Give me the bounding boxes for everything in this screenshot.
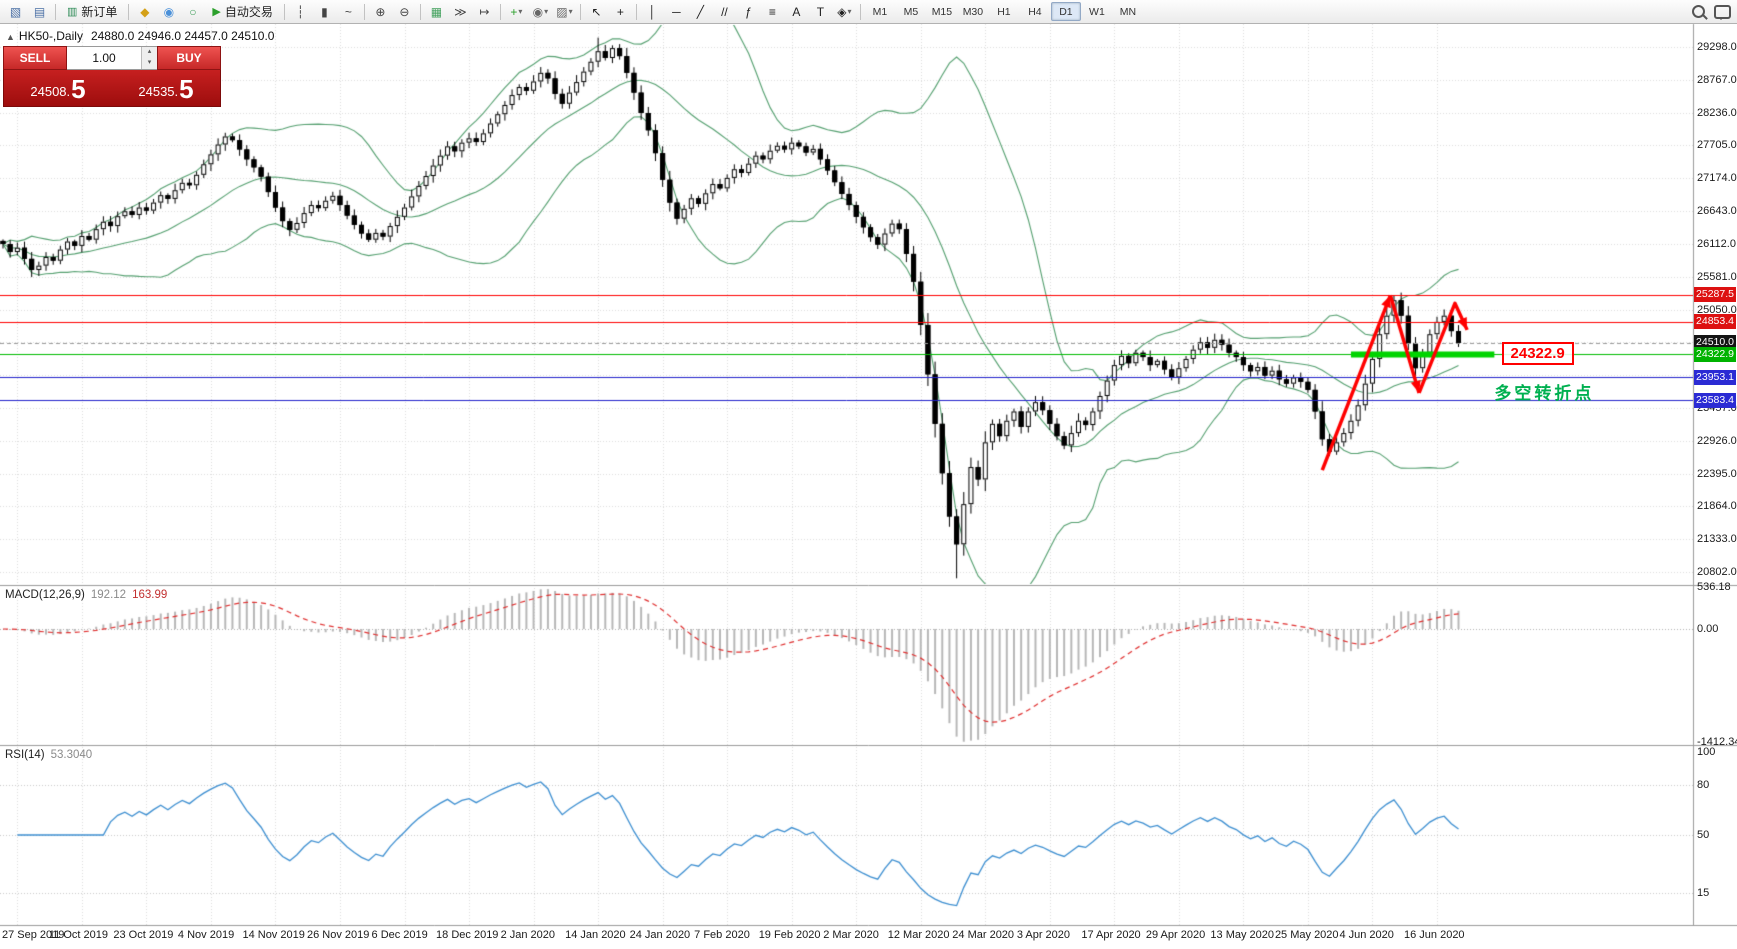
annotation-note-text[interactable]: 多空转折点 (1494, 384, 1595, 404)
new-chart-icon[interactable]: ▧ (9, 4, 22, 19)
volume-up-button[interactable]: ▴ (142, 47, 157, 58)
volume-spinner: ▴ ▾ (141, 47, 157, 69)
periods-icon[interactable]: ◉ ▾ (532, 4, 549, 19)
one-click-trading-panel: SELL 1.00 ▴ ▾ BUY 24508. 5 24535. 5 (3, 46, 221, 107)
data-window-icon[interactable]: ◉ (163, 4, 175, 19)
toolbar-separator (499, 3, 501, 20)
search-icon[interactable] (1688, 2, 1710, 21)
bars-chart-icon[interactable]: ┆ (296, 4, 305, 19)
volume-box: 1.00 ▴ ▾ (67, 46, 157, 70)
shapes-icon[interactable]: ≡ (768, 4, 776, 19)
navigator-icon[interactable]: ○ (189, 4, 197, 19)
toolbar: ▧ ▤ ▥ 新订单 ◆ ◉ ○ ▶ 自动交易 ┆ ▮ ~ ⊕ ⊖ ▦ ≫ ↦ + ▾ ◉ ▾ ▨ ▾ ↖ + │ ─ ╱ // ƒ ≡ A T ◈… (0, 0, 1737, 24)
annotation-price-label[interactable]: 24322.9 (1501, 342, 1574, 366)
new-order-button-icon: ▥ (67, 6, 78, 18)
toolbar-separator (363, 3, 365, 20)
toolbar-separator (283, 3, 285, 20)
new-order-button[interactable]: ▥ 新订单 (67, 5, 118, 19)
buy-price: 24535. 5 (138, 74, 194, 104)
crosshair-icon[interactable]: + (616, 4, 624, 19)
chart-shift-icon[interactable]: ↦ (479, 4, 490, 19)
toolbar-separator (55, 3, 56, 20)
market-watch-icon[interactable]: ◆ (140, 4, 150, 19)
zoom-out-icon[interactable]: ⊖ (399, 4, 410, 19)
autotrading-button-icon: ▶ (212, 6, 221, 18)
chat-icon[interactable] (1711, 2, 1733, 21)
indicators-add-icon[interactable]: + ▾ (510, 4, 523, 19)
sell-price: 24508. 5 (30, 74, 86, 104)
sell-button[interactable]: SELL (3, 46, 67, 70)
volume-input[interactable]: 1.00 (92, 51, 116, 65)
arrows-list-icon[interactable]: ◈ ▾ (837, 4, 852, 19)
volume-down-button[interactable]: ▾ (142, 58, 157, 69)
line-chart-icon[interactable]: ~ (344, 4, 352, 19)
toolbar-separator (128, 3, 130, 20)
timeframe-m1[interactable]: M1 (872, 5, 888, 18)
buy-button[interactable]: BUY (157, 46, 221, 70)
timeframe-h1[interactable]: H1 (997, 5, 1011, 18)
profiles-icon[interactable]: ▤ (33, 4, 46, 19)
toolbar-separator (635, 3, 637, 20)
timeframe-h4[interactable]: H4 (1028, 5, 1042, 18)
label-icon[interactable]: T (816, 4, 825, 19)
timeframe-m5[interactable]: M5 (903, 5, 919, 18)
timeframe-mn[interactable]: MN (1119, 5, 1137, 18)
templates-icon[interactable]: ▨ ▾ (556, 4, 573, 19)
timeframe-m30[interactable]: M30 (962, 5, 984, 18)
text-icon[interactable]: A (792, 4, 801, 19)
zoom-in-icon[interactable]: ⊕ (375, 4, 386, 19)
trendline-icon[interactable]: ╱ (696, 4, 705, 19)
timeframe-d1[interactable]: D1 (1050, 2, 1081, 21)
candles-chart-icon[interactable]: ▮ (321, 4, 328, 19)
auto-scroll-icon[interactable]: ≫ (454, 4, 467, 19)
horizontal-line-icon[interactable]: ─ (672, 4, 681, 19)
toolbar-separator (859, 3, 861, 20)
trade-prices-row: 24508. 5 24535. 5 (3, 70, 221, 107)
timeframe-w1[interactable]: W1 (1089, 5, 1105, 18)
vertical-line-icon[interactable]: │ (648, 4, 657, 19)
autotrading-button[interactable]: ▶ 自动交易 (212, 5, 273, 19)
fibonacci-icon[interactable]: ƒ (745, 4, 752, 19)
timeframe-m15[interactable]: M15 (931, 5, 953, 18)
trade-buttons-row: SELL 1.00 ▴ ▾ BUY (3, 46, 221, 70)
toolbar-separator (579, 3, 581, 20)
tile-windows-icon[interactable]: ▦ (430, 4, 443, 19)
cursor-icon[interactable]: ↖ (591, 4, 602, 19)
channel-icon[interactable]: // (721, 4, 728, 19)
toolbar-separator (419, 3, 421, 20)
